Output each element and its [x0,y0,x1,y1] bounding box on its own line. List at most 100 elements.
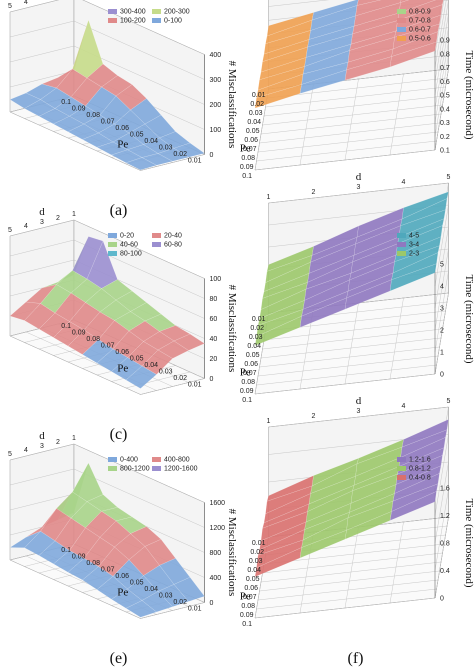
z-tick-label: 0.5 [440,93,450,100]
y-tick-label: 3 [40,0,44,2]
x-tick-label: 0.06 [115,573,129,580]
x-tick-label: 0.08 [241,155,255,162]
surface-patch [257,529,305,556]
legend-label: 800-1200 [120,466,150,473]
y-tick-label: 3 [357,408,361,415]
surface-patch [353,2,401,27]
panel: 0 0.4 0.8 1.2 1.6 0.1 0.09 0.08 0.07 0.06 0.05 0.04… [240,395,474,667]
y-tick-label: 4 [24,447,28,454]
surface-patch [125,600,157,618]
z-tick-label: 5 [440,262,444,269]
y-tick-label: 2 [56,439,60,446]
z-tick-label: 0 [440,596,444,603]
legend-label: 0.6-0.7 [409,27,431,34]
x-tick-label: 0.08 [86,560,100,567]
caption: (a) [110,202,128,219]
z-tick-label: 0 [210,376,214,383]
y-tick-label: 1 [267,194,271,201]
x-tick-label: 0.09 [240,164,254,171]
legend-swatch [108,457,117,462]
legend-swatch [397,233,406,238]
y-tick-label: 4 [24,223,28,230]
grid-line [9,468,205,528]
grid-line [9,0,205,55]
x-tick-label: 0.02 [173,375,187,382]
legend-swatch [397,27,406,32]
legend-label: 40-60 [120,242,138,249]
x-tick-label: 0.06 [115,349,129,356]
legend-swatch [397,457,406,462]
x-tick-label: 0.02 [250,549,264,556]
x-tick-label: 0.09 [72,330,86,337]
y-axis-label: d [39,430,45,442]
grid-line [9,259,205,319]
x-tick-label: 0.03 [249,334,263,341]
z-tick-label: 0.8 [440,51,450,58]
x-tick-label: 0.04 [144,586,158,593]
z-tick-label: 0 [210,152,214,159]
x-tick-label: 0.08 [241,603,255,610]
x-tick-label: 0.1 [242,173,252,180]
surface-patch [265,485,313,515]
surface-patch [125,157,158,171]
x-tick-label: 0.04 [247,343,261,350]
x-tick-label: 0.02 [173,151,187,158]
surface-patch [254,547,302,578]
surface-patch [266,475,314,502]
legend-label: 1200-1600 [164,466,198,473]
caption: (f) [348,650,364,667]
floor-grid-line [344,302,359,385]
x-axis-label: Pe [117,138,128,150]
z-tick-label: 1.6 [440,486,450,493]
legend-swatch [152,457,161,462]
z-axis-label: Time (microsecond) [463,274,474,363]
x-tick-label: 0.02 [250,325,264,332]
y-axis-label: d [39,206,45,218]
x-tick-label: 0.09 [72,554,86,561]
z-tick-label: 0 [440,372,444,379]
surface-patch [254,315,302,346]
legend-swatch [108,233,117,238]
x-tick-label: 0.05 [246,352,260,359]
y-tick-label: 5 [447,398,451,405]
x-tick-label: 0.03 [159,369,173,376]
grid-line [268,204,449,287]
legend-label: 0-400 [120,457,138,464]
legend-swatch [152,18,161,23]
grid-line [9,239,205,299]
floor-grid-line [9,559,141,619]
legend-swatch [152,9,161,14]
legend-label: 0.8-0.9 [409,9,431,16]
caption: (e) [110,650,128,667]
floor-grid-line [389,521,404,604]
x-tick-label: 0.05 [130,580,144,587]
y-tick-label: 3 [40,219,44,226]
y-tick-label: 2 [56,215,60,222]
x-axis-label: Pe [240,367,251,379]
z-tick-label: 0.4 [440,106,450,113]
floor-grid-line [344,526,359,609]
z-tick-label: 2 [440,328,444,335]
surface-patch [125,365,157,389]
legend-swatch [397,251,406,256]
legend-swatch [152,242,161,247]
surface-patch [262,273,310,299]
surface-patch [260,46,308,73]
x-tick-label: 0.07 [243,594,257,601]
y-tick-label: 5 [8,3,12,10]
z-tick-label: 3 [440,306,444,313]
x-tick-label: 0.1 [61,99,71,106]
legend-swatch [397,9,406,14]
x-tick-label: 0.07 [101,119,115,126]
grid-line [9,20,205,80]
y-tick-label: 3 [357,184,361,191]
x-axis-label: Pe [117,362,128,374]
x-tick-label: 0.09 [240,388,254,395]
grid-line [9,443,205,503]
surface-patch [266,12,314,37]
z-tick-label: 1 [440,350,444,357]
caption: (c) [110,426,128,443]
x-tick-label: 0.08 [86,336,100,343]
legend-label: 3-4 [409,242,419,249]
